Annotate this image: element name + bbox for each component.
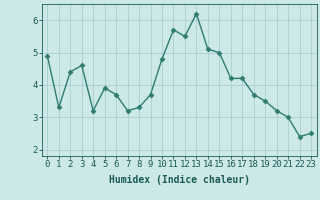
X-axis label: Humidex (Indice chaleur): Humidex (Indice chaleur) <box>109 175 250 185</box>
